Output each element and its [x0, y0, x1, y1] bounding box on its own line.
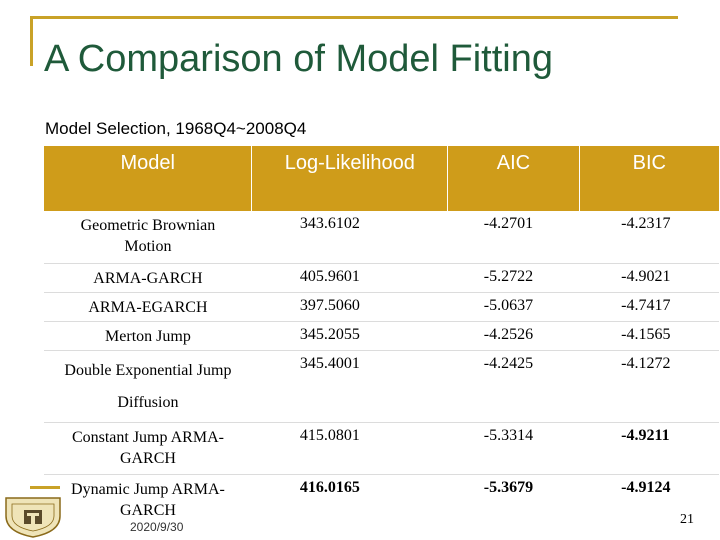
model-name-cell: ARMA-GARCH	[44, 263, 252, 293]
table-row: Geometric Brownian Motion 343.6102 -4.270…	[44, 211, 719, 264]
table-header-row: Model Log-Likelihood AIC BIC	[44, 146, 719, 211]
aic-cell: -5.0637	[447, 292, 580, 322]
header-log-likelihood: Log-Likelihood	[251, 146, 449, 211]
bic-cell: -4.9021	[579, 263, 719, 293]
model-name-cell: Constant Jump ARMA- GARCH	[44, 422, 252, 475]
log-likelihood-cell: 345.2055	[251, 321, 448, 351]
model-name-line: ARMA-GARCH	[93, 269, 203, 287]
aic-cell: -4.2701	[447, 211, 580, 264]
bic-cell: -4.7417	[579, 292, 719, 322]
bic-cell: -4.1565	[579, 321, 719, 351]
university-crest-icon	[5, 497, 61, 538]
table-row: ARMA-GARCH 405.9601 -5.2722 -4.9021	[44, 263, 719, 293]
aic-cell: -4.2425	[447, 350, 580, 423]
model-name-line: Constant Jump ARMA-	[71, 428, 224, 446]
model-name-cell: Geometric Brownian Motion	[44, 211, 252, 264]
table-row: Dynamic Jump ARMA- GARCH 416.0165 -5.3679…	[44, 474, 719, 526]
model-name-line: Geometric Brownian	[80, 217, 216, 234]
bic-cell: -4.2317	[579, 211, 719, 264]
model-name-line: Diffusion	[117, 393, 179, 411]
model-name-line: GARCH	[119, 449, 176, 467]
table-row: Double Exponential Jump Diffusion 345.400…	[44, 350, 719, 423]
model-name-line: Merton Jump	[105, 327, 191, 345]
model-name-line: Double Exponential Jump	[64, 361, 232, 379]
header-bic: BIC	[579, 146, 719, 211]
frame-bottom-line	[30, 486, 60, 489]
model-name-line: Dynamic Jump ARMA-	[71, 480, 225, 498]
log-likelihood-cell: 416.0165	[299, 478, 360, 496]
model-comparison-table: Model Log-Likelihood AIC BIC Geometric B…	[44, 146, 719, 526]
model-name-cell: Merton Jump	[44, 321, 252, 351]
header-aic: AIC	[447, 146, 580, 211]
aic-cell: -5.3314	[447, 422, 580, 475]
log-likelihood-cell: 405.9601	[251, 263, 448, 293]
model-name-line: ARMA-EGARCH	[88, 298, 208, 316]
model-name-line: GARCH	[119, 501, 176, 519]
model-name-cell: Dynamic Jump ARMA- GARCH	[44, 474, 252, 526]
aic-cell: -5.3679	[483, 478, 534, 496]
model-name-line: Motion	[124, 238, 172, 255]
slide-title: A Comparison of Model Fitting	[44, 38, 554, 80]
frame-left-line	[30, 16, 33, 66]
bic-cell: -4.9211	[579, 422, 719, 475]
frame-top-line	[30, 16, 678, 19]
model-name-cell: Double Exponential Jump Diffusion	[44, 350, 252, 423]
model-name-cell: ARMA-EGARCH	[44, 292, 252, 322]
log-likelihood-cell: 397.5060	[251, 292, 448, 322]
log-likelihood-cell: 345.4001	[251, 350, 448, 423]
slide-date: 2020/9/30	[130, 520, 184, 534]
slide-subtitle: Model Selection, 1968Q4~2008Q4	[45, 119, 307, 138]
aic-cell: -5.2722	[447, 263, 580, 293]
table-row: Constant Jump ARMA- GARCH 415.0801 -5.331…	[44, 422, 719, 475]
page-number: 21	[680, 512, 694, 527]
log-likelihood-cell: 343.6102	[251, 211, 448, 264]
log-likelihood-cell: 415.0801	[251, 422, 448, 475]
table-row: Merton Jump 345.2055 -4.2526 -4.1565	[44, 321, 719, 351]
aic-cell: -4.2526	[447, 321, 580, 351]
bic-cell: -4.9124	[621, 478, 671, 496]
table-row: ARMA-EGARCH 397.5060 -5.0637 -4.7417	[44, 292, 719, 322]
bic-cell: -4.1272	[579, 350, 719, 423]
header-model: Model	[44, 146, 253, 211]
